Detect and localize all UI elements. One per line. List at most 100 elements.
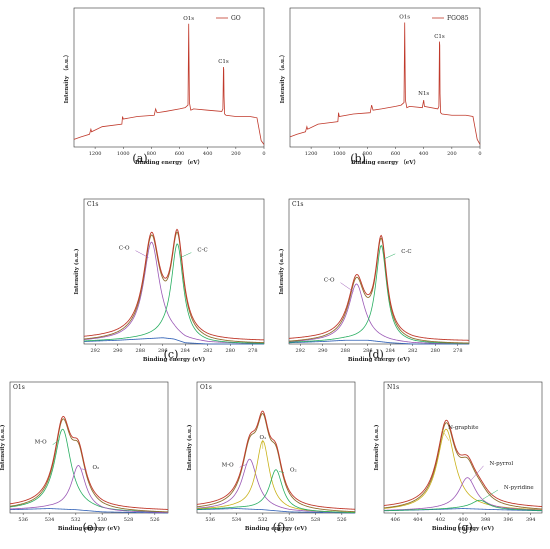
peak-component-2 — [196, 469, 356, 513]
x-tick-label: 290 — [113, 348, 123, 354]
x-tick-label: 0 — [262, 151, 265, 157]
x-tick-label: 528 — [311, 517, 321, 523]
x-tick-label: 278 — [248, 348, 258, 354]
panel-b: 1200 1000 800 600 400 200 0 Binding energy （eV）… — [278, 7, 482, 166]
annotation-label: C-O — [324, 278, 335, 284]
panel-caption: (d) — [368, 348, 384, 361]
annotation-pointer — [239, 464, 247, 468]
peak-component-1 — [83, 243, 265, 344]
fit-envelope — [9, 418, 169, 513]
annotation-pointer — [470, 465, 484, 482]
x-tick-label: 1000 — [333, 151, 346, 157]
panel-label: O1s — [13, 384, 25, 391]
survey-series — [289, 22, 481, 145]
x-tick-label: 286 — [363, 348, 373, 354]
y-axis-label: Intensity (a.u.) — [186, 424, 193, 470]
x-tick-label: 404 — [413, 517, 423, 523]
plot-frame — [9, 381, 169, 514]
annotation-pointer — [441, 429, 450, 441]
y-axis-label: Intensity （a.u.） — [62, 52, 70, 104]
plot-frame — [73, 7, 265, 148]
panel-a: 1200 1000 800 600 400 200 0 Binding energy （eV）… — [62, 7, 266, 166]
x-axis-label: Binding energy （eV） — [135, 158, 203, 166]
raw-spectrum — [383, 419, 543, 507]
x-tick-label: 532 — [258, 517, 268, 523]
peak-annotation: O1s — [183, 16, 194, 22]
x-tick-label: 528 — [124, 517, 134, 523]
x-tick-label: 800 — [363, 151, 373, 157]
x-tick-label: 536 — [205, 517, 215, 523]
y-axis-label: Intensity (a.u.) — [373, 424, 380, 470]
annotation-label: N-pyridine — [504, 485, 534, 491]
x-tick-label: 530 — [97, 517, 107, 523]
annotation-pointer — [135, 250, 149, 258]
annotation-pointer — [384, 253, 396, 260]
x-tick-label: 526 — [337, 517, 347, 523]
peak-component-1 — [9, 465, 169, 513]
peak-annotation: O1s — [399, 15, 410, 21]
x-tick-label: 406 — [391, 517, 401, 523]
background-line — [83, 337, 264, 345]
x-tick-label: 530 — [284, 517, 294, 523]
panel-c: 292 290 288 286 284 282 280 278 Binding energy (… — [73, 198, 265, 363]
x-axis-label: Binding energy (eV) — [348, 356, 411, 363]
plot-frame — [83, 198, 265, 345]
x-tick-label: 292 — [90, 348, 100, 354]
raw-spectrum — [9, 415, 169, 510]
x-tick-label: 600 — [391, 151, 401, 157]
plot-frame — [288, 198, 470, 345]
annotation-pointer — [52, 439, 60, 445]
peak-component-0 — [288, 283, 470, 344]
x-tick-label: 290 — [318, 348, 328, 354]
panel-caption: (g) — [457, 521, 473, 534]
peak-annotation: N1s — [418, 91, 429, 97]
x-tick-label: 600 — [175, 151, 185, 157]
x-tick-label: 288 — [135, 348, 145, 354]
fit-envelope — [196, 413, 356, 513]
panel-caption: (c) — [164, 348, 179, 361]
x-tick-label: 400 — [203, 151, 213, 157]
peak-component-1 — [196, 440, 356, 513]
x-tick-label: 400 — [458, 517, 468, 523]
x-tick-label: 536 — [18, 517, 28, 523]
annotation-label: C-O — [119, 246, 130, 252]
peak-component-0 — [383, 428, 543, 511]
x-tick-label: 288 — [340, 348, 350, 354]
x-tick-label: 280 — [430, 348, 440, 354]
raw-spectrum — [196, 410, 356, 510]
x-tick-label: 526 — [150, 517, 160, 523]
x-tick-label: 282 — [203, 348, 213, 354]
survey-series — [73, 23, 265, 145]
peak-component-1 — [288, 244, 470, 344]
x-tick-label: 534 — [232, 517, 242, 523]
y-axis-label: Intensity （a.u.） — [278, 52, 286, 104]
annotation-label: N-pyrrol — [490, 461, 514, 467]
annotation-pointer — [278, 471, 285, 473]
x-tick-label: 800 — [147, 151, 157, 157]
panel-caption: (f) — [273, 521, 286, 534]
plot-frame — [383, 381, 543, 514]
x-tick-label: 1200 — [89, 151, 102, 157]
annotation-label: O₂ — [92, 465, 99, 471]
fit-envelope — [383, 422, 543, 510]
annotation-label: C-C — [401, 249, 411, 255]
panel-f: 536 534 532 530 528 526 Binding energy (eV) Int… — [186, 381, 356, 534]
x-tick-label: 282 — [408, 348, 418, 354]
peak-annotation: C1s — [218, 59, 229, 65]
plot-frame — [196, 381, 356, 514]
panel-caption: (e) — [82, 521, 97, 534]
x-tick-label: 400 — [419, 151, 429, 157]
annotation-pointer — [180, 252, 192, 258]
x-tick-label: 0 — [478, 151, 481, 157]
x-tick-label: 200 — [447, 151, 457, 157]
x-tick-label: 284 — [385, 348, 395, 354]
x-tick-label: 1000 — [117, 151, 130, 157]
panel-caption: (a) — [132, 152, 147, 165]
x-tick-label: 394 — [526, 517, 536, 523]
panel-caption: (b) — [350, 152, 366, 165]
x-tick-label: 200 — [231, 151, 241, 157]
panel-g: 406 404 402 400 398 396 394 Binding energy (eV)… — [373, 381, 543, 534]
panel-label: C1s — [87, 201, 99, 208]
panel-e: 536 534 532 530 528 526 Binding energy (eV) Int… — [0, 381, 169, 534]
